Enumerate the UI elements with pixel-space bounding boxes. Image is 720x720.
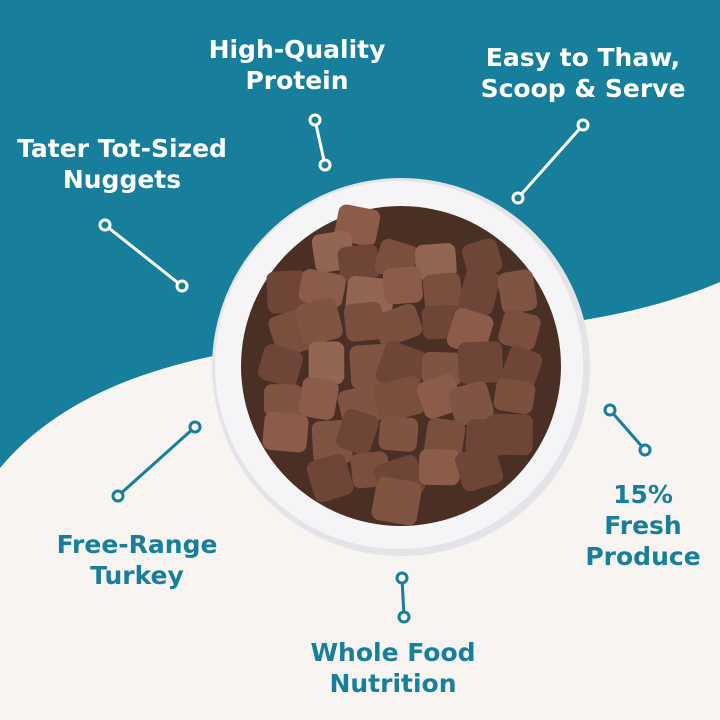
nugget bbox=[306, 453, 354, 503]
feature-line: Turkey bbox=[90, 561, 184, 590]
nugget bbox=[498, 309, 541, 351]
feature-line: High-Quality bbox=[208, 35, 386, 64]
feature-easy-to-thaw: Easy to Thaw, Scoop & Serve bbox=[481, 42, 686, 104]
connector-line-icon bbox=[395, 571, 411, 624]
bowl-image bbox=[212, 178, 590, 556]
feature-line: Scoop & Serve bbox=[480, 74, 686, 103]
nugget bbox=[336, 409, 379, 455]
feature-high-quality-protein: High-Quality Protein bbox=[209, 34, 386, 96]
nugget bbox=[486, 413, 533, 456]
nugget bbox=[298, 269, 346, 308]
nugget bbox=[263, 384, 303, 417]
connector-line-icon bbox=[98, 218, 189, 293]
feature-line: Whole Food bbox=[310, 638, 476, 667]
feature-line: Produce bbox=[585, 542, 701, 571]
feature-fresh-produce: 15% Fresh Produce bbox=[585, 479, 700, 572]
nugget bbox=[371, 476, 422, 526]
nugget bbox=[382, 266, 423, 305]
feature-whole-food-nutrition: Whole Food Nutrition bbox=[310, 637, 475, 699]
feature-free-range-turkey: Free-Range Turkey bbox=[57, 529, 218, 591]
nugget bbox=[337, 244, 380, 282]
nugget bbox=[497, 269, 538, 314]
nugget bbox=[295, 297, 343, 346]
nugget bbox=[262, 412, 309, 453]
nugget bbox=[457, 341, 504, 384]
nugget bbox=[414, 243, 457, 280]
nugget bbox=[378, 416, 419, 452]
connector-line-icon bbox=[308, 113, 332, 172]
feature-line: Nuggets bbox=[62, 165, 182, 194]
nugget bbox=[266, 270, 308, 314]
feature-tater-tot-sized: Tater Tot-Sized Nuggets bbox=[17, 133, 227, 195]
nugget bbox=[343, 301, 384, 342]
nugget bbox=[258, 344, 303, 387]
feature-line: Protein bbox=[245, 66, 349, 95]
nugget bbox=[458, 267, 501, 316]
feature-line: Free-Range bbox=[56, 530, 218, 559]
nugget bbox=[418, 449, 460, 486]
feature-line: Fresh bbox=[604, 511, 682, 540]
nugget bbox=[501, 346, 543, 388]
nugget bbox=[308, 341, 345, 385]
connector-line-icon bbox=[603, 403, 652, 457]
connector-line-icon bbox=[511, 118, 590, 205]
feature-line: 15% bbox=[613, 480, 673, 509]
nugget bbox=[374, 376, 426, 422]
connector-line-icon bbox=[111, 420, 202, 503]
nugget bbox=[373, 303, 423, 347]
nugget bbox=[416, 374, 463, 419]
feature-line: Nutrition bbox=[329, 669, 457, 698]
feature-line: Easy to Thaw, bbox=[485, 43, 681, 72]
nugget bbox=[493, 378, 536, 415]
nugget bbox=[455, 444, 504, 492]
nugget bbox=[448, 381, 494, 426]
nugget bbox=[298, 376, 339, 420]
feature-line: Tater Tot-Sized bbox=[17, 134, 227, 163]
